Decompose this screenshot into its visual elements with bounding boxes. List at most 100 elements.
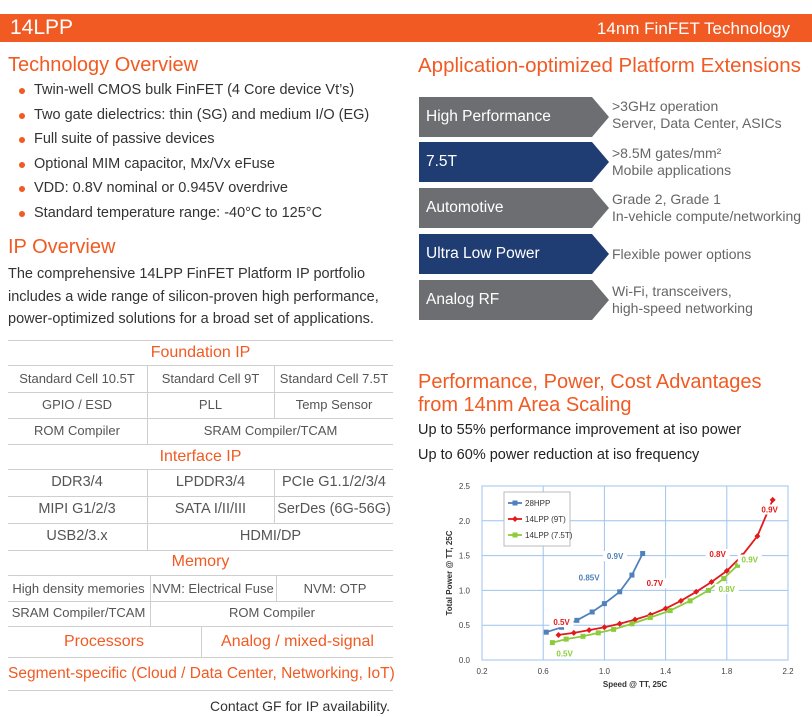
header-bar bbox=[0, 14, 812, 42]
ip-cell: Standard Cell 9T bbox=[161, 371, 260, 386]
x-tick-label: 2.2 bbox=[782, 667, 794, 676]
annotation-background bbox=[577, 572, 602, 583]
ip-overview-heading: IP Overview bbox=[8, 236, 116, 258]
list-item: Twin-well CMOS bulk FinFET (4 Core devic… bbox=[8, 78, 398, 103]
ip-cell: HDMI/DP bbox=[239, 528, 302, 544]
chevron-arrow-shape bbox=[419, 234, 609, 274]
data-point bbox=[563, 636, 569, 642]
divider bbox=[147, 470, 148, 550]
legend-label: 14LPP (9T) bbox=[525, 515, 566, 524]
extension-description: Grade 2, Grade 1 In-vehicle compute/netw… bbox=[612, 191, 801, 225]
analog-title: Analog / mixed-signal bbox=[221, 633, 374, 650]
annotation-background bbox=[552, 648, 577, 659]
series-line-14lpp-7-5t- bbox=[552, 564, 739, 644]
y-tick-label: 2.0 bbox=[459, 517, 471, 526]
annotation-label: 0.9V bbox=[742, 556, 759, 565]
x-tick-label: 0.2 bbox=[476, 667, 488, 676]
annotation-background bbox=[737, 554, 762, 565]
divider bbox=[276, 576, 277, 601]
data-point bbox=[559, 624, 565, 630]
annotation-label: 0.5V bbox=[556, 650, 573, 659]
divider bbox=[8, 690, 393, 691]
data-point bbox=[611, 626, 617, 632]
list-item: Two gate dielectrics: thin (SG) and medi… bbox=[8, 103, 398, 128]
heading-line: from 14nm Area Scaling bbox=[418, 394, 632, 416]
x-tick-label: 1.0 bbox=[599, 667, 611, 676]
heading-line: Performance, Power, Cost Advantages bbox=[418, 371, 762, 393]
ip-overview-paragraph: The comprehensive 14LPP FinFET Platform … bbox=[8, 263, 403, 331]
divider bbox=[8, 469, 393, 470]
y-tick-label: 0.0 bbox=[459, 656, 471, 665]
advantages-heading: Performance, Power, Cost Advantages from… bbox=[418, 371, 762, 417]
data-point bbox=[721, 576, 727, 582]
data-point bbox=[549, 640, 555, 646]
legend-label: 28HPP bbox=[525, 499, 550, 508]
list-item: Standard temperature range: -40°C to 125… bbox=[8, 201, 398, 226]
data-point bbox=[647, 615, 653, 621]
legend-marker bbox=[512, 516, 518, 522]
data-point bbox=[589, 609, 595, 615]
description-line: >8.5M gates/mm² bbox=[612, 145, 722, 161]
extension-high-performance: High Performance bbox=[419, 97, 609, 137]
segment-specific-title: Segment-specific (Cloud / Data Center, N… bbox=[8, 665, 395, 682]
ip-cell: PLL bbox=[198, 397, 223, 412]
extension-description: >3GHz operation Server, Data Center, ASI… bbox=[612, 98, 782, 132]
ip-cell: MIPI G1/2/3 bbox=[38, 501, 116, 517]
divider bbox=[8, 496, 393, 497]
processors-title: Processors bbox=[63, 633, 145, 650]
data-point bbox=[555, 631, 562, 638]
data-point bbox=[632, 616, 638, 623]
divider bbox=[8, 340, 393, 341]
annotation-label: 0.7V bbox=[647, 579, 664, 588]
divider bbox=[8, 365, 393, 366]
data-point bbox=[754, 533, 761, 540]
data-point bbox=[735, 562, 741, 568]
annotation-background bbox=[705, 548, 730, 559]
data-point bbox=[601, 624, 608, 631]
ip-cell: SerDes (6G-56G) bbox=[277, 501, 391, 517]
data-point bbox=[629, 572, 635, 578]
divider bbox=[274, 470, 275, 523]
divider bbox=[8, 657, 393, 658]
tech-overview-list: Twin-well CMOS bulk FinFET (4 Core devic… bbox=[8, 78, 398, 225]
list-item: Full suite of passive devices bbox=[8, 127, 398, 152]
annotation-background bbox=[714, 583, 739, 594]
ip-table: Foundation IP Standard Cell 10.5T Standa… bbox=[8, 340, 395, 692]
y-tick-label: 2.5 bbox=[459, 482, 471, 491]
chevron-arrow-shape bbox=[419, 142, 609, 182]
data-point bbox=[629, 621, 635, 627]
divider bbox=[8, 392, 393, 393]
description-line: Wi-Fi, transceivers, bbox=[612, 283, 732, 299]
ip-cell: GPIO / ESD bbox=[41, 397, 113, 412]
divider bbox=[8, 626, 393, 627]
product-title: 14LPP bbox=[10, 16, 74, 39]
data-point bbox=[574, 617, 580, 623]
data-point bbox=[693, 588, 700, 595]
y-axis-label: Total Power @ TT, 25C bbox=[445, 530, 454, 615]
ip-cell: Temp Sensor bbox=[295, 397, 373, 412]
ip-cell: Standard Cell 10.5T bbox=[19, 371, 135, 386]
ip-cell: SATA I/II/III bbox=[174, 501, 247, 517]
description-line: high-speed networking bbox=[612, 300, 753, 316]
header-tagline: 14nm FinFET Technology bbox=[596, 19, 790, 38]
ip-cell: LPDDR3/4 bbox=[175, 474, 246, 490]
y-tick-label: 1.5 bbox=[459, 552, 471, 561]
chevron-arrow-shape bbox=[419, 188, 609, 228]
legend-marker bbox=[512, 532, 518, 538]
extension-label: Analog RF bbox=[426, 291, 500, 308]
x-tick-label: 0.6 bbox=[538, 667, 550, 676]
extension-automotive: Automotive bbox=[419, 188, 609, 228]
extension-label: 7.5T bbox=[426, 153, 458, 170]
ip-cell: USB2/3.x bbox=[46, 528, 108, 544]
annotation-background bbox=[603, 551, 628, 562]
legend-label: 14LPP (7.5T) bbox=[525, 531, 573, 540]
description-line: Mobile applications bbox=[612, 162, 732, 178]
extension-analog-rf: Analog RF bbox=[419, 280, 609, 320]
annotation-label: 0.5V bbox=[553, 618, 570, 627]
paragraph-line: power-optimized solutions for a broad se… bbox=[8, 311, 374, 327]
extension-description: >8.5M gates/mm² Mobile applications bbox=[612, 145, 731, 179]
annotation-background bbox=[549, 617, 574, 628]
paragraph-line: The comprehensive 14LPP FinFET Platform … bbox=[8, 266, 366, 282]
chevron-arrow-shape bbox=[419, 280, 609, 320]
ip-cell: NVM: Electrical Fuse bbox=[152, 581, 274, 596]
